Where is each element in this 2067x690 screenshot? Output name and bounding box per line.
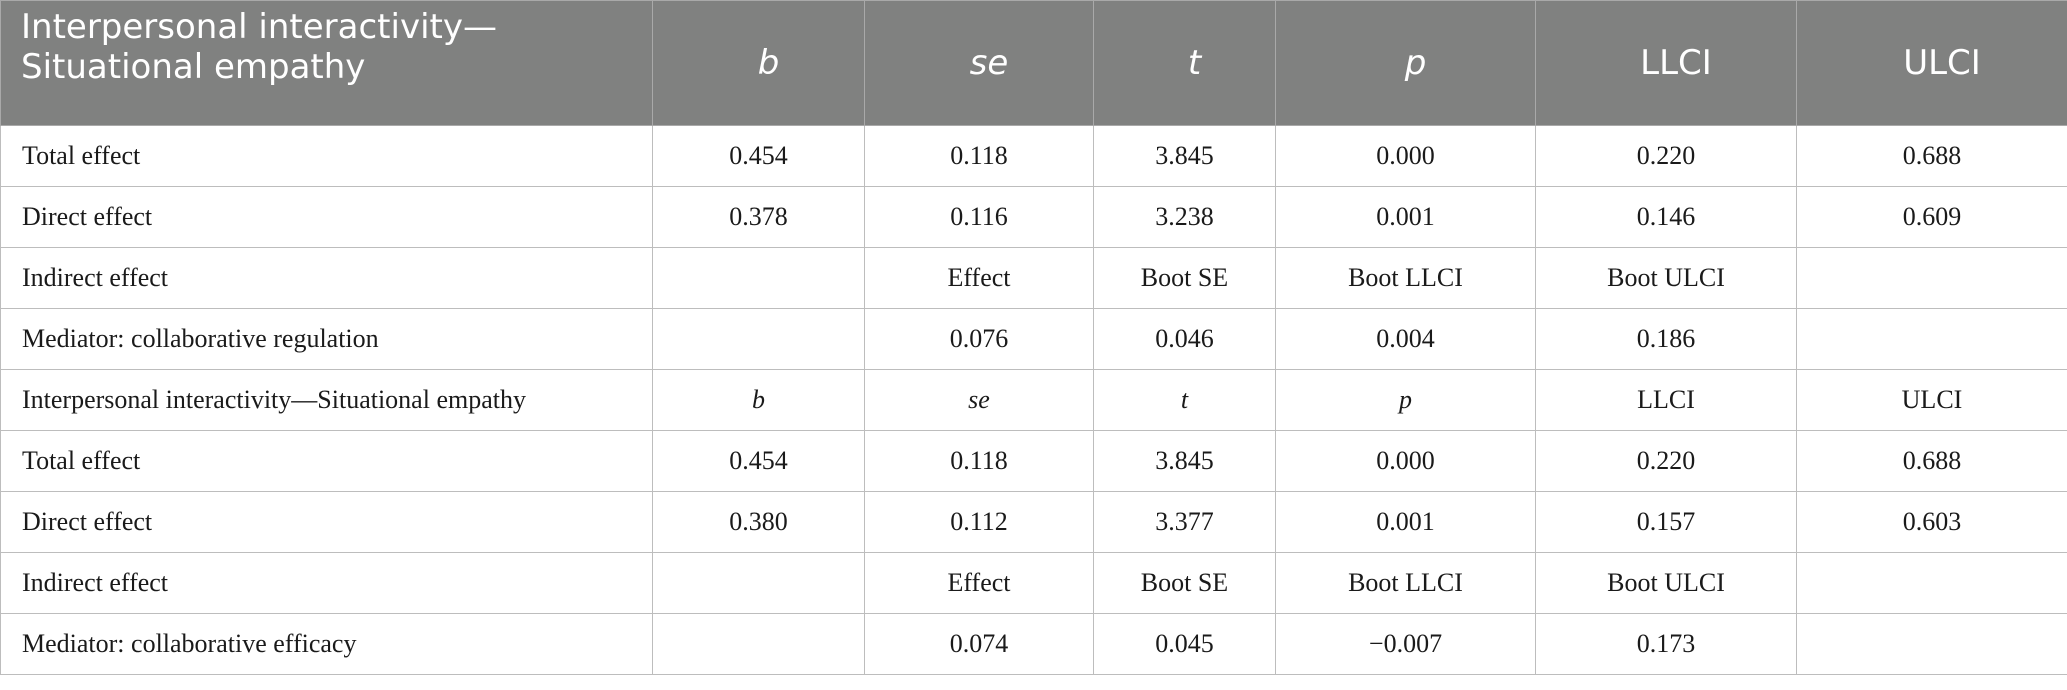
- table-cell: b: [652, 369, 865, 431]
- table-cell: 0.220: [1535, 430, 1797, 492]
- row-label-cell: Total effect: [0, 125, 653, 187]
- table-cell: 0.454: [652, 125, 865, 187]
- table-cell: 0.220: [1535, 125, 1797, 187]
- table-row: Mediator: collaborative regulation 0.076 0…: [0, 308, 2067, 370]
- table-cell: Boot ULCI: [1535, 552, 1797, 614]
- table-cell: 0.000: [1275, 125, 1536, 187]
- table-cell: se: [864, 369, 1094, 431]
- table-cell: 3.845: [1093, 430, 1276, 492]
- header-cell-llci: LLCI: [1535, 0, 1797, 126]
- table-cell: 0.112: [864, 491, 1094, 553]
- table-cell: Boot SE: [1093, 247, 1276, 309]
- table-cell: 0.454: [652, 430, 865, 492]
- table-cell: [652, 613, 865, 675]
- table-cell: Effect: [864, 247, 1094, 309]
- table-cell: 0.157: [1535, 491, 1797, 553]
- table-cell: 0.118: [864, 430, 1094, 492]
- table-cell: ULCI: [1796, 369, 2067, 431]
- table-cell: 0.688: [1796, 125, 2067, 187]
- table-cell: 0.186: [1535, 308, 1797, 370]
- row-label-cell: Indirect effect: [0, 552, 653, 614]
- table-cell: 0.004: [1275, 308, 1536, 370]
- header-cell-b: b: [652, 0, 865, 126]
- header-cell-model: Interpersonal interactivity—Situational …: [0, 0, 653, 126]
- table-cell: Boot SE: [1093, 552, 1276, 614]
- table-row: Indirect effect Effect Boot SE Boot LLCI Boo…: [0, 247, 2067, 309]
- row-label-cell: Total effect: [0, 430, 653, 492]
- table-cell: 0.001: [1275, 491, 1536, 553]
- table-cell: 0.074: [864, 613, 1094, 675]
- table-cell: 0.046: [1093, 308, 1276, 370]
- row-label-cell: Mediator: collaborative regulation: [0, 308, 653, 370]
- table-cell: 0.603: [1796, 491, 2067, 553]
- row-label-cell: Direct effect: [0, 186, 653, 248]
- table-cell: 0.173: [1535, 613, 1797, 675]
- table-cell: 3.238: [1093, 186, 1276, 248]
- table-cell: [652, 308, 865, 370]
- header-cell-p: p: [1275, 0, 1536, 126]
- table-cell: Effect: [864, 552, 1094, 614]
- header-cell-t: t: [1093, 0, 1276, 126]
- table-cell: [652, 247, 865, 309]
- table-cell: [1796, 308, 2067, 370]
- table-cell: p: [1275, 369, 1536, 431]
- table-cell: 0.609: [1796, 186, 2067, 248]
- table-row: Total effect 0.454 0.118 3.845 0.000 0.220 0.6…: [0, 430, 2067, 492]
- row-label-cell: Interpersonal interactivity—Situational …: [0, 369, 653, 431]
- table-header: Interpersonal interactivity—Situational …: [0, 0, 2067, 126]
- table-cell: t: [1093, 369, 1276, 431]
- table-row: Total effect 0.454 0.118 3.845 0.000 0.220 0.6…: [0, 125, 2067, 187]
- header-cell-se: se: [864, 0, 1094, 126]
- table-cell: Boot LLCI: [1275, 247, 1536, 309]
- table-row: Mediator: collaborative efficacy 0.074 0.0…: [0, 613, 2067, 675]
- table-row: Direct effect 0.380 0.112 3.377 0.001 0.157 0.…: [0, 491, 2067, 553]
- table-cell: [652, 552, 865, 614]
- row-label-cell: Indirect effect: [0, 247, 653, 309]
- mediation-results-table: Interpersonal interactivity—Situational …: [0, 0, 2067, 675]
- table-cell: 0.380: [652, 491, 865, 553]
- table-cell: 0.000: [1275, 430, 1536, 492]
- table-cell: Boot LLCI: [1275, 552, 1536, 614]
- table-cell: −0.007: [1275, 613, 1536, 675]
- table-cell: 0.076: [864, 308, 1094, 370]
- table-cell: 0.001: [1275, 186, 1536, 248]
- table-row: Direct effect 0.378 0.116 3.238 0.001 0.146 0.…: [0, 186, 2067, 248]
- table-row: Indirect effect Effect Boot SE Boot LLCI Boo…: [0, 552, 2067, 614]
- header-row: Interpersonal interactivity—Situational …: [0, 0, 2067, 126]
- table-cell: 0.688: [1796, 430, 2067, 492]
- table-cell: 0.146: [1535, 186, 1797, 248]
- table-cell: LLCI: [1535, 369, 1797, 431]
- table-cell: 0.116: [864, 186, 1094, 248]
- table-row: Interpersonal interactivity—Situational …: [0, 369, 2067, 431]
- table-cell: 0.118: [864, 125, 1094, 187]
- table-cell: Boot ULCI: [1535, 247, 1797, 309]
- row-label-cell: Direct effect: [0, 491, 653, 553]
- row-label-cell: Mediator: collaborative efficacy: [0, 613, 653, 675]
- table-cell: 0.378: [652, 186, 865, 248]
- header-cell-ulci: ULCI: [1796, 0, 2067, 126]
- table-cell: [1796, 613, 2067, 675]
- table-cell: [1796, 247, 2067, 309]
- table-body: Total effect 0.454 0.118 3.845 0.000 0.220 0.6…: [0, 125, 2067, 675]
- table-cell: 3.377: [1093, 491, 1276, 553]
- table-cell: 0.045: [1093, 613, 1276, 675]
- table-cell: [1796, 552, 2067, 614]
- table-cell: 3.845: [1093, 125, 1276, 187]
